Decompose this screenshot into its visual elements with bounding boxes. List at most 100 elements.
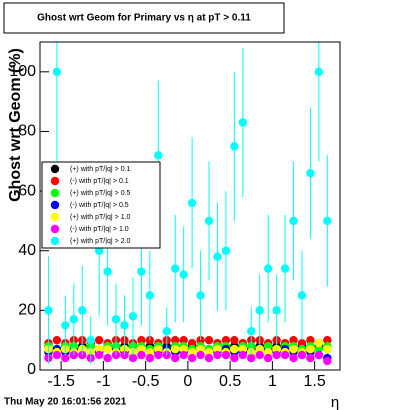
data-point [272,306,281,315]
data-point [179,335,188,345]
data-point [196,350,205,360]
data-point [94,350,104,360]
data-point [230,335,239,345]
data-point [137,344,146,354]
x-axis-label: η [331,394,339,410]
y-tick-label: 100 [9,63,36,80]
x-tick-label: -1 [96,373,110,390]
data-point [230,353,239,363]
data-point [78,306,87,315]
legend-marker [50,188,60,198]
data-point [221,350,231,360]
data-point [187,353,197,363]
data-point [137,335,146,345]
legend-label: (+) with pT/|q| > 0.5 [70,190,131,197]
data-point [120,321,129,330]
data-point [154,344,163,354]
data-point [230,142,239,151]
x-tick-label: -0.5 [132,373,160,390]
legend-marker [50,212,60,222]
legend-label: (-) with pT/|q| > 0.5 [70,202,129,209]
data-point [171,264,180,273]
data-point [52,67,62,77]
data-point [238,118,248,127]
data-point [187,347,197,357]
data-point [204,335,214,345]
legend-marker [50,224,60,234]
data-point [238,344,248,354]
data-point [61,353,70,363]
data-point [103,267,112,276]
plot-area [44,42,332,366]
data-point [306,335,315,345]
data-point [204,347,214,357]
data-point [213,252,222,261]
data-point [137,350,146,360]
data-point [314,338,324,348]
data-point [297,291,307,300]
data-point [179,350,188,360]
data-point [238,350,248,360]
data-point [187,338,197,348]
x-tick-label: 1 [268,373,277,390]
data-point [154,350,163,360]
data-point [247,327,256,336]
data-point [263,347,273,357]
legend-label: (+) with pT/|q| > 1.0 [70,214,131,221]
data-point [263,353,273,363]
data-point [187,198,197,208]
y-tick-label: 20 [18,302,36,319]
data-point [280,264,290,273]
data-point [306,169,315,178]
data-point [171,353,180,363]
legend-label: (-) with pT/|q| > 1.0 [70,226,129,233]
data-point [213,350,222,360]
data-point [103,353,112,363]
data-point [306,353,315,363]
data-point [247,353,256,363]
data-point [272,344,281,354]
data-point [213,344,222,354]
x-tick-label: -1.5 [47,373,75,390]
data-point [103,344,112,354]
data-point [145,353,155,363]
data-point [314,67,324,77]
data-point [145,347,155,357]
data-point [323,356,332,366]
data-point [196,291,205,300]
data-point [255,350,264,360]
timestamp: Thu May 20 16:01:56 2021 [4,397,127,408]
legend-label: (-) with pT/|q| > 0.1 [70,178,129,185]
data-point [297,350,307,360]
data-point [323,344,332,354]
data-point [52,335,62,345]
data-point [297,338,307,348]
legend-box [41,161,161,249]
data-point [94,246,104,255]
legend-label: (+) with pT/|q| > 0.1 [70,166,131,173]
x-tick-label: 1.5 [304,373,326,390]
legend-marker [50,176,60,186]
legend-marker [50,200,60,210]
data-point [289,344,298,354]
data-point [179,344,188,354]
data-point [162,327,171,336]
y-tick-label: 0 [27,361,36,378]
data-point [280,350,290,360]
data-point [154,151,163,160]
x-tick-label: 0 [183,373,192,390]
data-point [263,341,273,351]
legend-label: (+) with pT/|q| > 2.0 [70,238,131,245]
x-tick-label: 0.5 [219,373,241,390]
data-point [94,335,104,345]
data-point [314,350,324,360]
data-point [86,335,95,345]
y-tick-label: 80 [18,123,36,140]
data-point [128,312,138,321]
data-point [171,344,180,354]
legend: (+) with pT/|q| > 0.1 (-) with pT/|q| > 0… [41,161,161,249]
data-point [221,246,231,255]
chart-title: Ghost wrt Geom for Primary vs η at pT > … [37,13,251,24]
data-point [61,321,70,330]
y-tick-label: 40 [18,242,36,259]
